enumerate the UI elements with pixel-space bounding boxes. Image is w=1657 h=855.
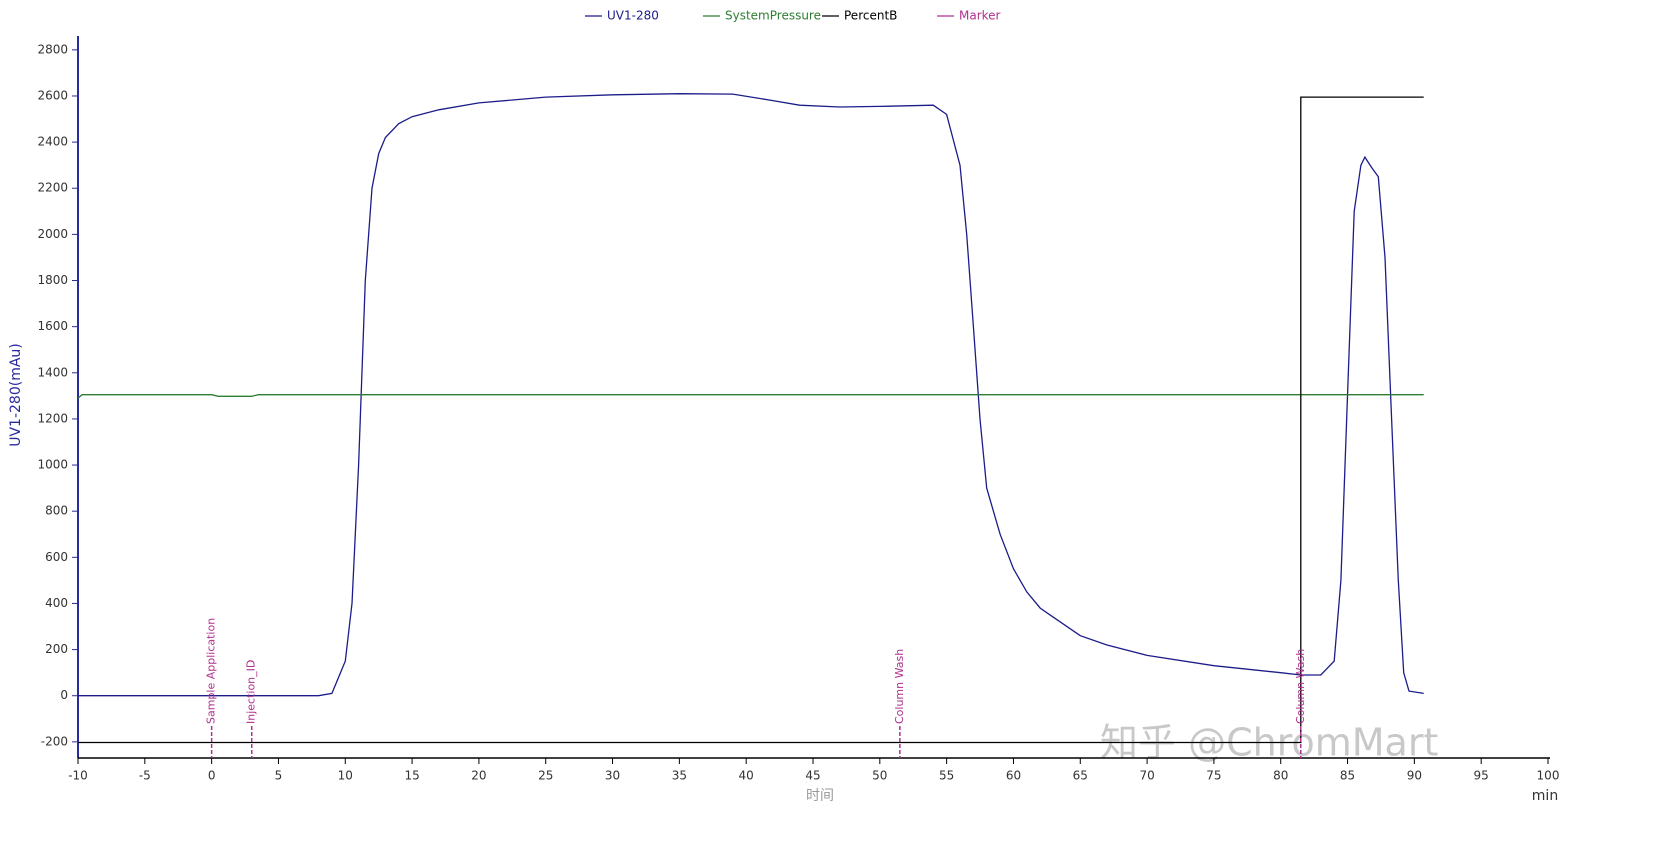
x-tick-label: 55 bbox=[939, 769, 954, 783]
y-tick-label: 1200 bbox=[37, 411, 68, 425]
x-tick-label: 20 bbox=[471, 769, 486, 783]
x-tick-label: 50 bbox=[872, 769, 887, 783]
x-tick-label: 65 bbox=[1073, 769, 1088, 783]
marker-label: Column Wash bbox=[893, 649, 906, 724]
y-tick-label: 800 bbox=[45, 504, 68, 518]
legend-label: Marker bbox=[959, 9, 1001, 23]
y-tick-label: 400 bbox=[45, 596, 68, 610]
y-tick-label: 600 bbox=[45, 550, 68, 564]
y-tick-label: 1400 bbox=[37, 365, 68, 379]
y-tick-label: -200 bbox=[41, 734, 68, 748]
x-tick-label: 80 bbox=[1273, 769, 1288, 783]
x-tick-label: 40 bbox=[739, 769, 754, 783]
y-tick-label: 1800 bbox=[37, 273, 68, 287]
marker-label: Sample Application bbox=[205, 618, 218, 724]
x-tick-label: 70 bbox=[1139, 769, 1154, 783]
x-tick-label: 75 bbox=[1206, 769, 1221, 783]
legend-label: PercentB bbox=[844, 9, 897, 23]
x-tick-label: 25 bbox=[538, 769, 553, 783]
x-axis-title: 时间 bbox=[806, 788, 834, 804]
y-tick-label: 0 bbox=[60, 688, 68, 702]
y-tick-label: 2000 bbox=[37, 227, 68, 241]
y-tick-label: 2800 bbox=[37, 42, 68, 56]
y-tick-label: 2200 bbox=[37, 181, 68, 195]
x-tick-label: 100 bbox=[1537, 769, 1560, 783]
x-tick-label: 35 bbox=[672, 769, 687, 783]
y-tick-label: 200 bbox=[45, 642, 68, 656]
x-axis-unit: min bbox=[1532, 788, 1558, 804]
x-tick-label: 30 bbox=[605, 769, 620, 783]
x-tick-label: 85 bbox=[1340, 769, 1355, 783]
series-line bbox=[77, 394, 1424, 399]
y-tick-label: 1600 bbox=[37, 319, 68, 333]
y-axis-title: UV1-280(mAu) bbox=[8, 343, 24, 447]
x-tick-label: 90 bbox=[1407, 769, 1422, 783]
x-tick-label: -5 bbox=[139, 769, 151, 783]
legend-label: UV1-280 bbox=[607, 9, 659, 23]
x-tick-label: 0 bbox=[208, 769, 216, 783]
y-tick-label: 2600 bbox=[37, 88, 68, 102]
legend-label: SystemPressure bbox=[725, 9, 821, 23]
x-tick-label: 60 bbox=[1006, 769, 1021, 783]
x-tick-label: 95 bbox=[1474, 769, 1489, 783]
marker-label: Column Wash bbox=[1294, 649, 1307, 724]
series-line bbox=[78, 96, 1424, 744]
series-line bbox=[78, 93, 1424, 697]
x-tick-label: 5 bbox=[275, 769, 283, 783]
y-tick-label: 2400 bbox=[37, 135, 68, 149]
marker-label: Injection_ID bbox=[245, 660, 258, 724]
x-tick-label: 15 bbox=[404, 769, 419, 783]
x-tick-label: 10 bbox=[338, 769, 353, 783]
x-tick-label: -10 bbox=[68, 769, 88, 783]
y-tick-label: 1000 bbox=[37, 458, 68, 472]
x-tick-label: 45 bbox=[805, 769, 820, 783]
